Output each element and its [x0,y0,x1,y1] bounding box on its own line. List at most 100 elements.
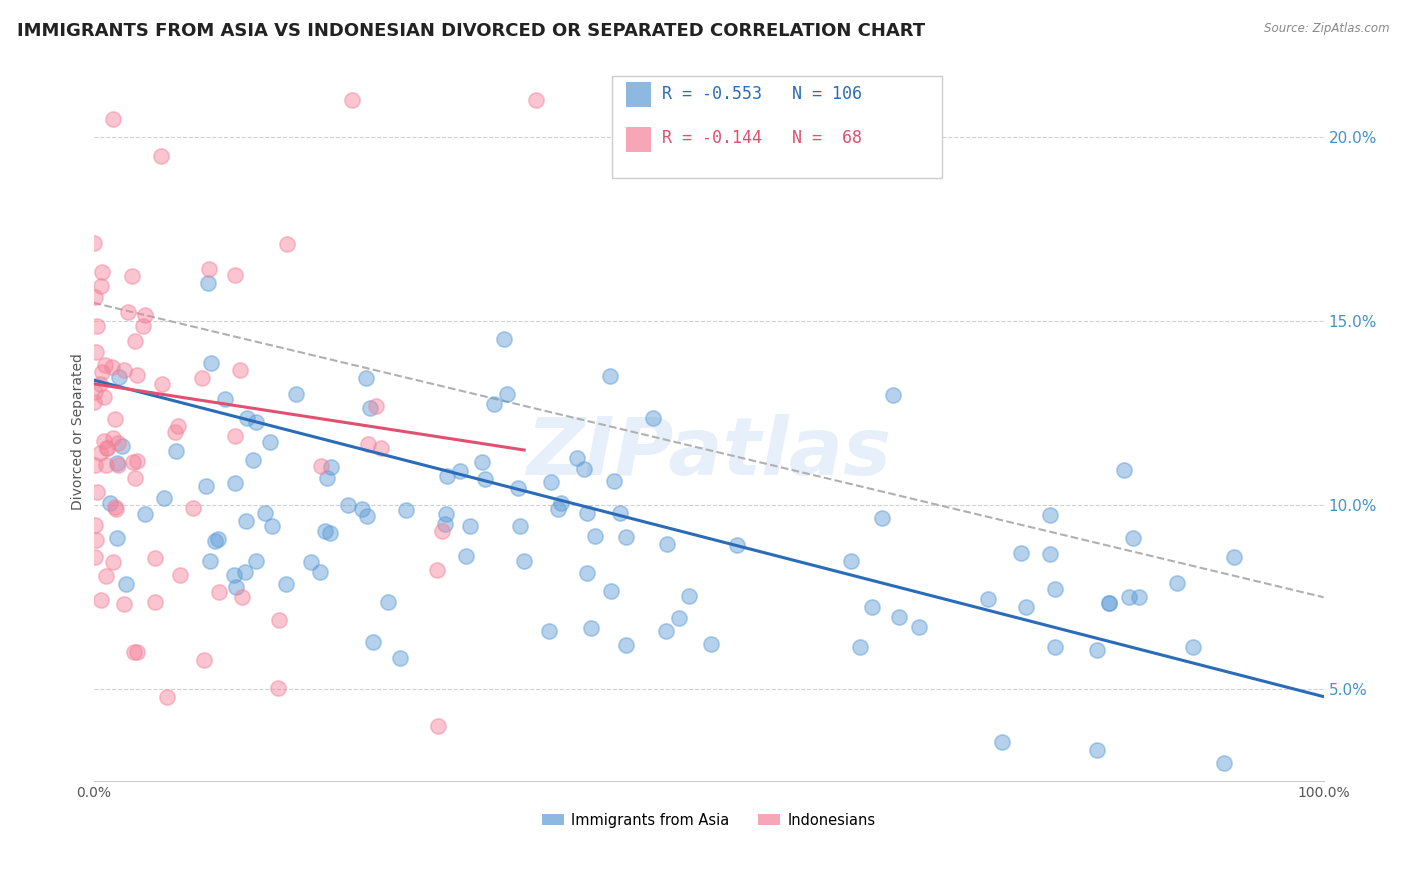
Point [1128,591,1150,605]
Y-axis label: Divorced or Separated: Divorced or Separated [72,353,86,510]
Point [93,434,115,449]
Point [121,268,143,283]
Point [143,550,166,565]
Point [1223,549,1246,564]
Point [208,584,231,599]
Point [550,496,572,510]
Point [1014,599,1036,614]
Point [1097,596,1119,610]
Point [641,411,664,425]
Point [1097,596,1119,610]
Point [229,363,252,377]
Point [193,653,215,667]
Point [599,369,621,384]
Point [86,318,108,333]
Point [267,613,290,627]
Point [513,554,536,568]
Point [111,440,134,454]
Point [89,376,111,391]
Point [1166,576,1188,591]
Point [153,491,176,506]
Point [84,345,107,359]
Point [495,386,517,401]
Point [614,529,637,543]
Point [430,524,453,538]
Point [862,599,884,614]
Point [1085,742,1108,756]
Point [725,538,748,552]
Point [96,442,118,456]
Point [127,368,149,382]
Point [309,459,332,474]
Point [614,638,637,652]
Point [1043,640,1066,655]
Point [93,390,115,404]
Text: ZIPatlas: ZIPatlas [526,414,891,491]
Point [356,437,378,451]
Point [356,371,378,385]
Point [576,566,599,580]
Point [83,236,105,251]
Point [316,471,339,485]
Point [181,501,204,516]
Point [94,569,117,583]
Point [575,507,598,521]
Point [509,518,531,533]
Point [124,334,146,349]
Point [547,502,569,516]
Point [1182,640,1205,654]
Point [668,610,690,624]
Point [107,436,129,450]
Point [132,318,155,333]
Point [107,458,129,473]
Point [299,555,322,569]
Point [574,462,596,476]
Point [224,268,246,282]
Point [471,455,494,469]
Point [600,583,623,598]
Point [224,476,246,491]
Point [198,262,221,277]
Point [841,554,863,568]
Point [125,645,148,659]
Point [122,645,145,659]
Point [427,719,450,733]
Point [236,411,259,425]
Point [370,441,392,455]
Point [86,533,108,548]
Point [117,305,139,319]
Point [224,568,246,582]
Point [609,506,631,520]
Point [482,397,505,411]
Point [112,362,135,376]
Point [603,475,626,489]
Point [1043,582,1066,596]
Point [436,469,458,483]
Point [474,472,496,486]
Point [359,401,381,415]
Point [165,443,187,458]
Point [526,93,548,107]
Point [276,237,298,252]
Point [308,566,330,580]
Point [394,503,416,517]
Point [454,549,477,564]
Point [103,556,125,570]
Point [245,554,267,568]
Point [990,734,1012,748]
Point [907,620,929,634]
Point [143,595,166,609]
Point [124,470,146,484]
Point [260,519,283,533]
Point [195,478,218,492]
Point [104,412,127,426]
Point [245,415,267,429]
Point [494,332,516,346]
Point [434,507,457,521]
Point [1122,531,1144,545]
Point [84,517,107,532]
Point [233,565,256,579]
Point [96,441,118,455]
Point [89,446,111,460]
Point [655,624,678,638]
